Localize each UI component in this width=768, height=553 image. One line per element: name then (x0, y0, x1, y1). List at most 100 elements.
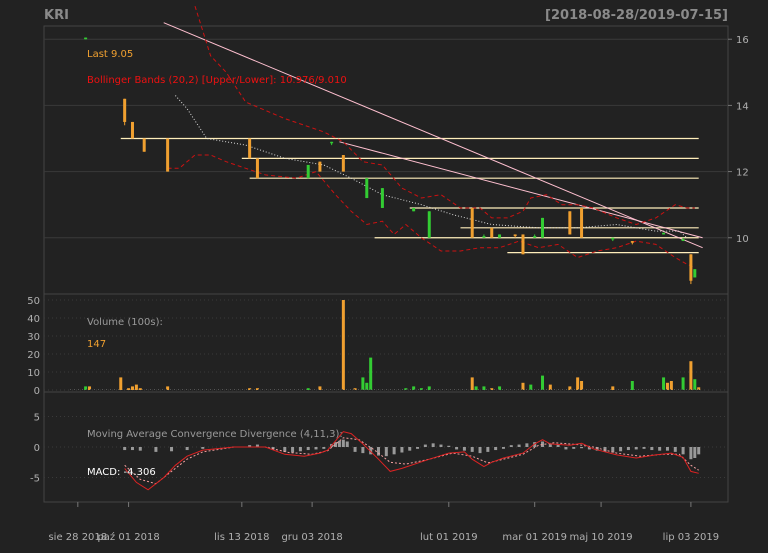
macd-histogram-bar (697, 447, 701, 455)
macd-histogram-bar (689, 447, 693, 460)
volume-bar (630, 381, 634, 390)
volume-bar (669, 381, 673, 390)
candle-up (498, 234, 502, 238)
candle-down (521, 234, 525, 255)
candle-up (611, 237, 615, 240)
volume-bar (490, 388, 494, 390)
volume-bar (568, 386, 572, 390)
price-axis-label: 14 (736, 101, 749, 112)
candle-up (482, 236, 486, 238)
x-axis-label: lis 13 2018 (214, 532, 269, 543)
macd-histogram-bar (681, 447, 685, 455)
volume-bar (306, 388, 310, 390)
macd-histogram-bar (345, 441, 349, 447)
candle-up (330, 141, 334, 144)
macd-histogram-bar (392, 447, 396, 455)
macd-histogram-bar (665, 447, 669, 451)
macd-histogram-bar (447, 445, 451, 447)
chart-symbol: KRI (44, 8, 69, 23)
candle-down (166, 138, 170, 172)
trend-line (339, 141, 703, 239)
macd-axis-label: 0 (34, 443, 40, 454)
volume-bar (166, 386, 170, 390)
macd-histogram-bar (580, 447, 584, 449)
volume-bar (248, 388, 252, 390)
macd-histogram-bar (130, 447, 134, 451)
volume-bar (404, 388, 408, 390)
macd-histogram-bar (353, 447, 357, 452)
volume-bar (681, 377, 685, 390)
volume-bar (341, 300, 345, 390)
volume-bar (427, 386, 431, 390)
volume-bar (470, 377, 474, 390)
macd-histogram-bar (587, 447, 591, 450)
x-axis-label: paź 01 2018 (97, 531, 159, 543)
macd-histogram-bar (509, 445, 513, 447)
candle-up (412, 207, 416, 212)
candle-down (580, 207, 584, 238)
volume-bar (353, 388, 357, 390)
bollinger-upper-line (194, 5, 695, 226)
volume-value: 147 (87, 339, 106, 350)
volume-bar (576, 377, 580, 390)
macd-histogram-bar (693, 447, 697, 458)
moving-average-line (175, 95, 688, 239)
volume-bar (529, 384, 533, 390)
macd-histogram-bar (673, 447, 677, 452)
volume-bar (318, 386, 322, 390)
macd-histogram-bar (322, 447, 326, 449)
volume-bar (498, 386, 502, 390)
macd-histogram-bar (361, 447, 365, 454)
x-axis-label: sie 28 2018 (48, 532, 107, 543)
macd-histogram-bar (334, 442, 338, 447)
macd-histogram-bar (400, 447, 404, 453)
macd-histogram-bar (271, 447, 275, 450)
volume-bar (662, 377, 666, 390)
candle-down (513, 234, 517, 237)
macd-signal-line (124, 437, 699, 485)
x-axis-label: lip 03 2019 (663, 532, 719, 543)
macd-series-layer (123, 431, 701, 491)
macd-histogram-bar (283, 447, 287, 452)
macd-histogram-bar (556, 443, 560, 447)
price-series-layer (84, 5, 703, 285)
macd-histogram-bar (431, 443, 435, 447)
volume-bar (521, 382, 525, 390)
candle-up (427, 211, 431, 238)
macd-histogram-bar (248, 445, 252, 447)
macd-histogram-bar (501, 447, 505, 449)
price-axis-label: 16 (736, 35, 749, 46)
volume-bar (482, 386, 486, 390)
volume-bar (412, 386, 416, 390)
volume-axis-label: 30 (27, 332, 40, 343)
macd-histogram-bar (470, 447, 474, 452)
volume-bar (130, 386, 134, 390)
x-axis-label: gru 03 2018 (281, 532, 342, 543)
candle-down (318, 161, 322, 172)
candle-down (490, 227, 494, 238)
macd-histogram-bar (548, 443, 552, 447)
candle-up (693, 269, 697, 278)
macd-histogram-bar (455, 447, 459, 450)
macd-label: Moving Average Convergence Divergence (4… (87, 429, 343, 440)
candle-up (306, 164, 310, 179)
candle-down (470, 207, 474, 238)
candle-up (662, 232, 666, 235)
candle-down (689, 254, 693, 281)
macd-histogram-bar (533, 442, 537, 447)
volume-axis-label: 50 (27, 296, 40, 307)
macd-histogram-bar (478, 447, 482, 454)
macd-histogram-bar (138, 447, 142, 451)
volume-axis-label: 40 (27, 314, 40, 325)
candle-down (341, 155, 345, 172)
price-axis-label: 10 (736, 234, 749, 245)
volume-bar (689, 361, 693, 390)
x-axis-label: maj 10 2019 (569, 532, 632, 543)
volume-bar (665, 382, 669, 390)
macd-histogram-bar (564, 447, 568, 450)
volume-bar (580, 381, 584, 390)
macd-histogram-bar (341, 439, 345, 447)
macd-histogram-bar (416, 447, 420, 449)
